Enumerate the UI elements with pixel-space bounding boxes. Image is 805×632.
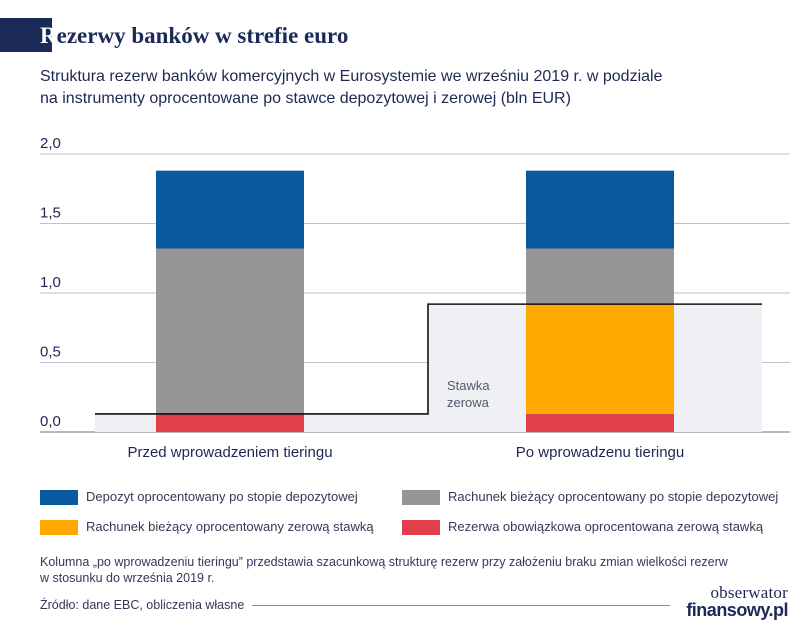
- bar-segment: [526, 170, 674, 249]
- legend-swatch: [402, 490, 440, 505]
- footnote: Kolumna „po wprowadzeniu tieringu” przed…: [40, 554, 760, 586]
- y-tick-label: 1,0: [40, 274, 61, 291]
- annotation-line-2: zerowa: [447, 395, 490, 410]
- y-tick-label: 0,5: [40, 344, 61, 361]
- source-text: Źródło: dane EBC, obliczenia własne: [40, 598, 245, 612]
- subtitle-line-2: na instrumenty oprocentowane po stawce d…: [40, 90, 571, 107]
- y-axis-ticks: 0,0 0,5 1,0 1,5 2,0: [40, 135, 61, 430]
- title-first-letter: R: [40, 23, 57, 48]
- x-axis-labels: Przed wprowadzeniem tieringu Po wprowadze…: [127, 444, 684, 461]
- bar-segment: [526, 248, 674, 305]
- bar-segment: [156, 170, 304, 249]
- annotation-line-1: Stawka: [447, 378, 490, 393]
- zero-rate-threshold-line: [95, 303, 762, 415]
- legend-swatch: [402, 520, 440, 535]
- legend-label: Rezerwa obowiązkowa oprocentowana zerową…: [448, 519, 764, 534]
- x-tick-label: Przed wprowadzeniem tieringu: [127, 444, 332, 461]
- legend-label: Rachunek bieżący oprocentowany zerową st…: [86, 519, 374, 534]
- y-tick-label: 2,0: [40, 135, 61, 152]
- bar-segment: [526, 413, 674, 432]
- bar-segment: [526, 304, 674, 414]
- brand-logo: obserwator finansowy.pl: [678, 583, 788, 620]
- logo-line-2: finansowy.pl: [686, 600, 788, 620]
- bar-segment: [156, 248, 304, 414]
- legend-swatch: [40, 490, 78, 505]
- page-title: Rezerwy banków w strefie euro: [40, 19, 348, 53]
- legend-swatch: [40, 520, 78, 535]
- logo-line-1: obserwator: [710, 583, 788, 602]
- bars: [156, 170, 674, 432]
- legend-label: Depozyt oprocentowany po stopie depozyto…: [86, 489, 358, 504]
- title-accent-block: [0, 18, 52, 52]
- title-bar: [0, 18, 348, 52]
- footnote-line-1: Kolumna „po wprowadzeniu tieringu” przed…: [40, 555, 728, 569]
- stacked-bar-chart: 0,0 0,5 1,0 1,5 2,0 Przed wprowadzeniem tier…: [40, 135, 790, 461]
- bar-segment: [156, 413, 304, 432]
- y-tick-label: 1,5: [40, 205, 61, 222]
- chart-subtitle: Struktura rezerw banków komercyjnych w E…: [40, 66, 740, 110]
- annotation: Stawka zerowa: [95, 303, 762, 415]
- legend-label: Rachunek bieżący oprocentowany po stopie…: [448, 489, 779, 504]
- title-rest: ezerwy banków w strefie euro: [56, 23, 349, 48]
- y-tick-label: 0,0: [40, 413, 61, 430]
- subtitle-line-1: Struktura rezerw banków komercyjnych w E…: [40, 68, 663, 85]
- source-divider: [252, 605, 670, 606]
- x-tick-label: Po wprowadzenu tieringu: [516, 444, 684, 461]
- footnote-line-2: w stosunku do września 2019 r.: [40, 571, 215, 585]
